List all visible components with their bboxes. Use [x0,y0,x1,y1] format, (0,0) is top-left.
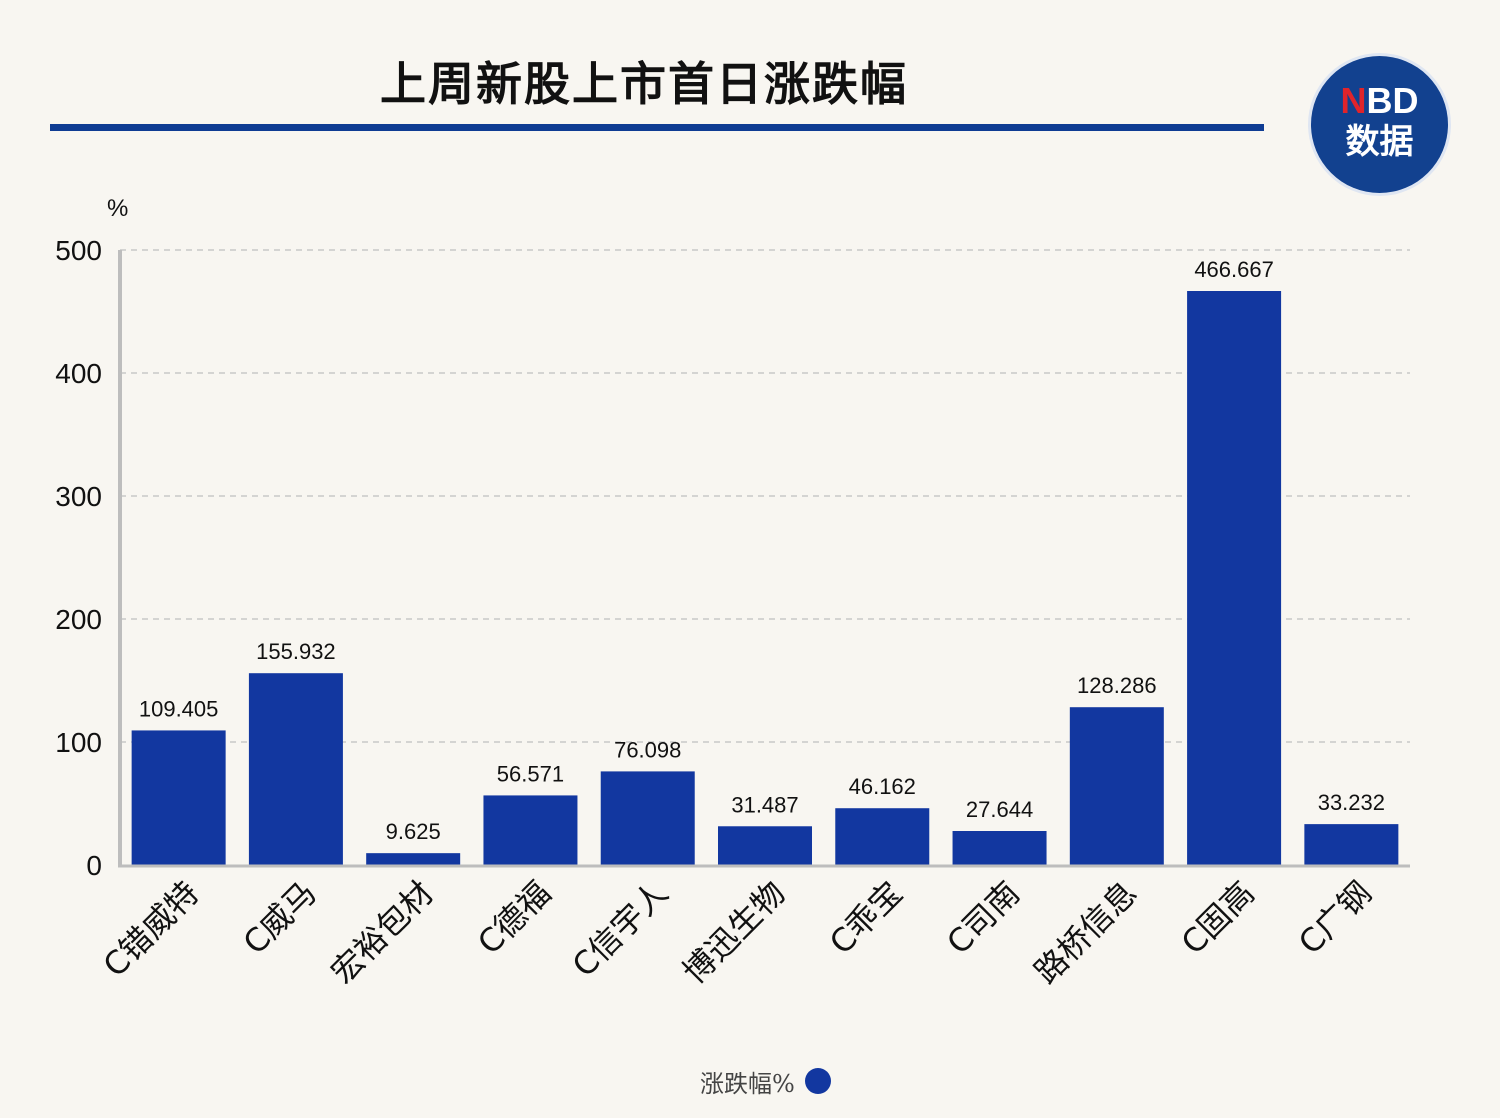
y-tick-label: 0 [86,850,102,881]
data-label: 56.571 [497,761,564,786]
bar-1 [131,730,226,865]
bar-8 [952,830,1047,865]
logo-text-nbd: NBD [1340,80,1419,121]
bar-6 [718,826,812,865]
data-label: 46.162 [849,774,916,799]
title-underline [50,124,1264,131]
data-label: 27.644 [966,797,1033,822]
bar-2 [248,673,343,865]
bar-7 [835,808,930,865]
data-label: 155.932 [256,639,336,664]
y-tick-label: 200 [55,604,102,635]
legend: 涨跌幅% [700,1064,831,1098]
bar-3 [366,853,461,865]
bar-10 [1187,290,1282,865]
x-tick-label: C司南 [939,874,1027,962]
data-label: 109.405 [139,696,219,721]
bar-11 [1304,824,1399,865]
bar-9 [1069,707,1164,865]
x-tick-label: C信宇人 [565,874,676,985]
x-tick-label: C固高 [1174,874,1262,962]
x-tick-label: C错威特 [96,874,207,985]
y-tick-label: 500 [55,235,102,266]
x-tick-label: C广钢 [1291,874,1379,962]
data-label: 128.286 [1077,673,1157,698]
y-tick-label: 300 [55,481,102,512]
x-tick-label: 博迅生物 [675,874,792,991]
logo-text-data: 数据 [1345,122,1414,162]
x-tick-label: C德福 [470,874,558,962]
chart-title: 上周新股上市首日涨跌幅 [380,57,908,111]
data-label: 466.667 [1194,257,1274,282]
bar-4 [483,795,578,865]
x-tick-label: C乖宝 [822,874,910,962]
x-tick-label: 路桥信息 [1027,874,1144,991]
y-tick-label: 400 [55,358,102,389]
y-tick-label: 100 [55,727,102,758]
legend-swatch [804,1068,831,1094]
data-label: 31.487 [731,792,798,817]
data-label: 9.625 [386,819,441,844]
x-tick-label: 宏裕包材 [323,874,440,991]
bar-5 [600,771,695,865]
legend-label: 涨跌幅% [700,1069,795,1098]
nbd-logo: NBD 数据 [1311,56,1448,193]
bar-chart: 0 100 200 300 400 500% 109.405 C错威特 155.932 C威马 9.… [55,195,1410,991]
y-axis-unit: % [107,195,128,222]
data-label: 33.232 [1318,790,1385,815]
x-tick-label: C威马 [236,874,324,962]
data-label: 76.098 [614,737,681,762]
